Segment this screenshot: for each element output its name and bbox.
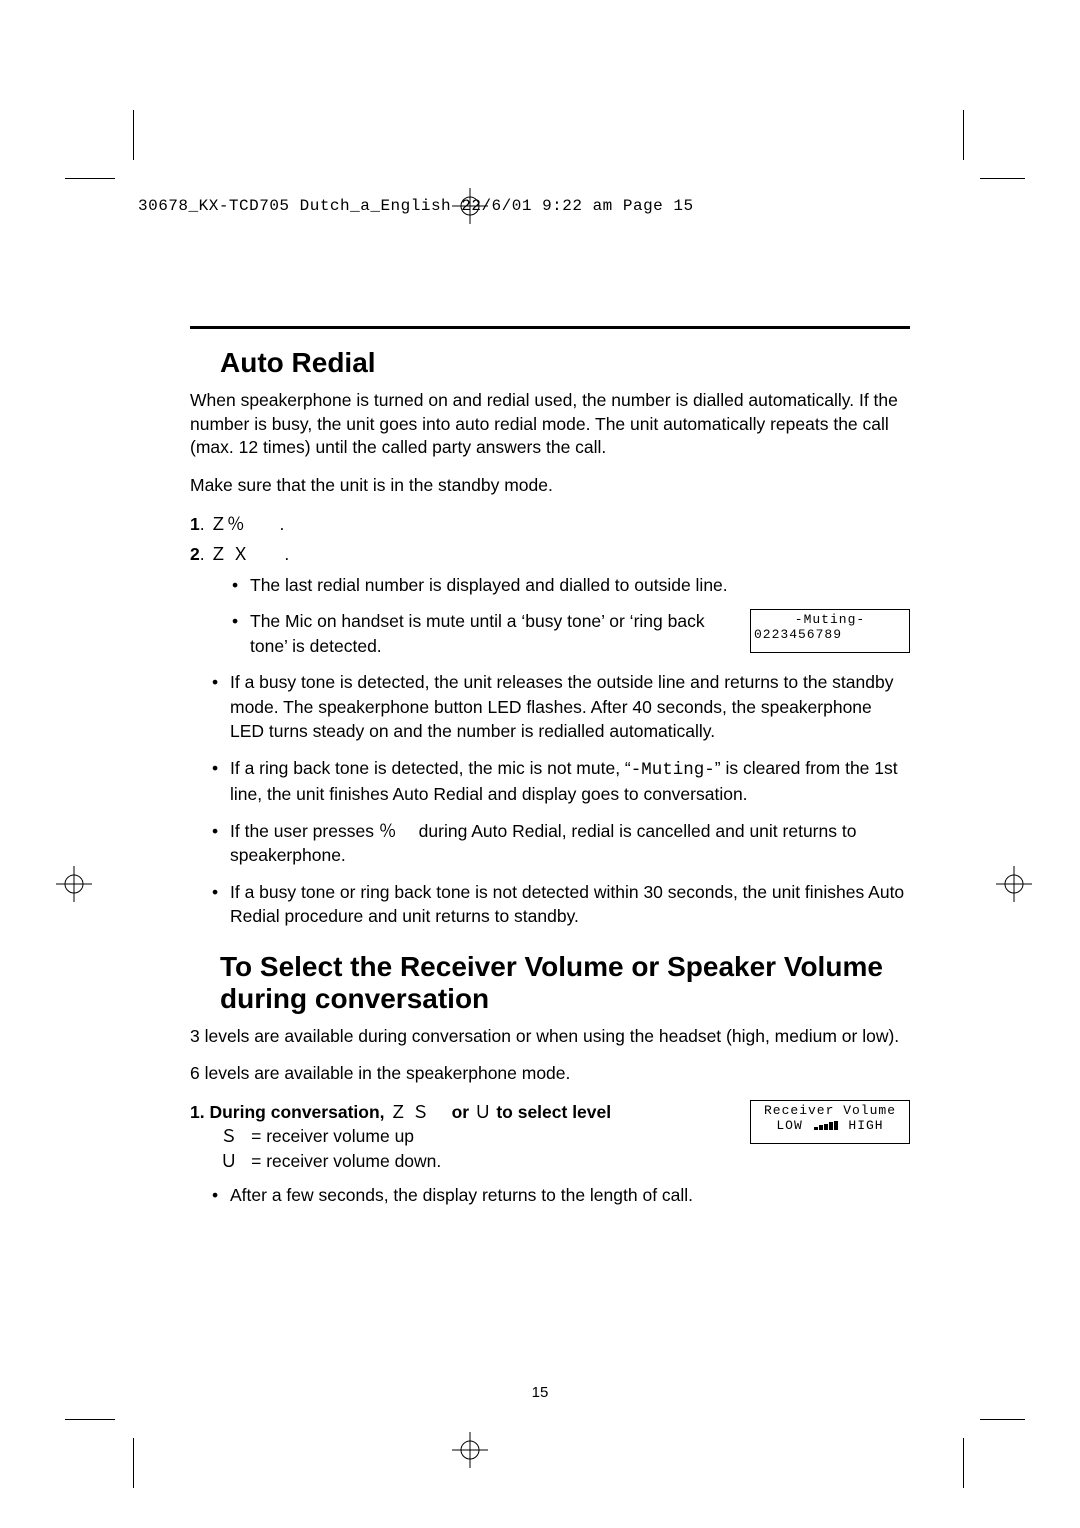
registration-mark-icon xyxy=(56,866,92,902)
content-area: Auto Redial When speakerphone is turned … xyxy=(190,326,910,1220)
crop-mark xyxy=(980,1419,1025,1420)
volume-paragraph-1: 3 levels are available during conversati… xyxy=(190,1025,910,1049)
crop-mark xyxy=(65,178,115,179)
page: 30678_KX-TCD705 Dutch_a_English 22/6/01 … xyxy=(0,0,1080,1528)
registration-mark-icon xyxy=(452,1432,488,1468)
crop-mark xyxy=(980,178,1025,179)
crop-mark xyxy=(65,1419,115,1420)
volume-bars-icon xyxy=(814,1121,838,1130)
step-text: . Ｚ％ . xyxy=(200,514,285,534)
bold-text: or xyxy=(452,1102,470,1122)
list-item: If a busy tone or ring back tone is not … xyxy=(190,880,910,929)
step-number: 1. xyxy=(190,1102,205,1122)
list-item-text: The Mic on handset is mute until a ‘busy… xyxy=(250,609,736,658)
lcd-high-label: HIGH xyxy=(848,1118,883,1133)
registration-mark-icon xyxy=(996,866,1032,902)
step-number: 1 xyxy=(190,514,200,534)
after-bullets: After a few seconds, the display returns… xyxy=(190,1183,910,1208)
lcd-low-label: LOW xyxy=(776,1118,802,1133)
crop-mark xyxy=(963,110,964,160)
lcd-display: -Muting- 0223456789 xyxy=(750,609,910,653)
step-with-lcd: 1. During conversation, Ｚ Ｓ or Ｕ to sele… xyxy=(190,1100,910,1174)
list-item: After a few seconds, the display returns… xyxy=(190,1183,910,1208)
lcd-line-1: -Muting- xyxy=(754,613,906,628)
heading-auto-redial: Auto Redial xyxy=(220,347,910,379)
u-equals: Ｕ = receiver volume down. xyxy=(220,1149,736,1174)
plain-text: Ｕ xyxy=(469,1102,496,1122)
list-item: If the user presses ％ during Auto Redial… xyxy=(190,819,910,868)
volume-paragraph-2: 6 levels are available in the speakerpho… xyxy=(190,1062,910,1086)
s-equals: Ｓ = receiver volume up xyxy=(220,1124,736,1149)
volume-step: 1. During conversation, Ｚ Ｓ or Ｕ to sele… xyxy=(190,1100,736,1125)
lcd-line-1: Receiver Volume xyxy=(754,1104,906,1119)
heading-receiver-volume: To Select the Receiver Volume or Speaker… xyxy=(220,951,910,1015)
step-number: 2 xyxy=(190,544,200,564)
lcd-line-2: 0223456789 xyxy=(754,628,906,643)
lcd-display: Receiver Volume LOW HIGH xyxy=(750,1100,910,1144)
step-1: 1. Ｚ％ . xyxy=(190,512,910,537)
crop-mark xyxy=(963,1438,964,1488)
crop-mark xyxy=(133,110,134,160)
plain-text: Ｚ Ｓ xyxy=(385,1102,452,1122)
crop-mark xyxy=(133,1438,134,1488)
bold-text: to select level xyxy=(496,1102,611,1122)
sub-bullets: The last redial number is displayed and … xyxy=(190,573,910,659)
mono-text: -Muting- xyxy=(631,760,715,780)
make-sure-paragraph: Make sure that the unit is in the standb… xyxy=(190,474,910,498)
text-a: If a ring back tone is detected, the mic… xyxy=(230,758,631,778)
list-item: If a ring back tone is detected, the mic… xyxy=(190,756,910,807)
bold-text: During conversation, xyxy=(205,1102,385,1122)
step-2: 2. Ｚ Ｘ . xyxy=(190,542,910,567)
print-header: 30678_KX-TCD705 Dutch_a_English 22/6/01 … xyxy=(138,197,694,215)
page-number: 15 xyxy=(0,1384,1080,1401)
list-item: The Mic on handset is mute until a ‘busy… xyxy=(190,609,910,658)
lcd-line-2: LOW HIGH xyxy=(754,1119,906,1134)
intro-paragraph: When speakerphone is turned on and redia… xyxy=(190,389,910,460)
step-text: . Ｚ Ｘ . xyxy=(200,544,289,564)
section-rule xyxy=(190,326,910,329)
list-item: The last redial number is displayed and … xyxy=(190,573,910,598)
main-bullets: If a busy tone is detected, the unit rel… xyxy=(190,670,910,929)
list-item: If a busy tone is detected, the unit rel… xyxy=(190,670,910,744)
